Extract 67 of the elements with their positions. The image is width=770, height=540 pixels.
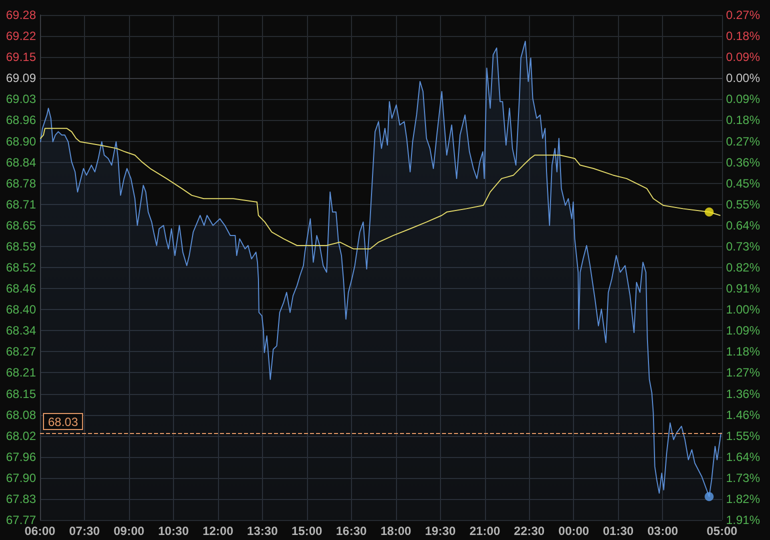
x-tick-label: 13:30 bbox=[247, 524, 278, 538]
y2-tick-label: 1.73% bbox=[726, 470, 760, 485]
y-tick-label: 68.90 bbox=[6, 134, 36, 148]
y2-tick-label: 1.82% bbox=[726, 492, 760, 506]
y-tick-label: 67.77 bbox=[6, 513, 36, 527]
y2-tick-label: 0.27% bbox=[726, 134, 760, 148]
y2-tick-label: 0.27% bbox=[726, 8, 760, 22]
y2-tick-label: 0.45% bbox=[726, 176, 760, 190]
y-tick-label: 67.90 bbox=[6, 470, 36, 485]
y-tick-label: 68.46 bbox=[6, 282, 36, 296]
y-tick-label: 68.02 bbox=[6, 428, 36, 443]
y2-tick-label: 0.64% bbox=[726, 218, 760, 232]
ref-line-label: 68.03 bbox=[48, 414, 78, 429]
y2-tick-label: 1.00% bbox=[726, 302, 760, 317]
y2-tick-label: 1.46% bbox=[726, 408, 760, 422]
x-tick-label: 16:30 bbox=[336, 524, 368, 538]
y-tick-label: 69.03 bbox=[6, 92, 36, 106]
y-tick-label: 68.52 bbox=[6, 260, 36, 274]
y-tick-label: 68.34 bbox=[6, 324, 36, 338]
x-tick-label: 15:00 bbox=[292, 524, 323, 538]
y2-tick-label: 1.36% bbox=[726, 386, 760, 401]
x-tick-label: 07:30 bbox=[69, 524, 100, 538]
y-tick-label: 68.96 bbox=[6, 113, 36, 128]
y-tick-label: 67.83 bbox=[6, 492, 36, 506]
y-tick-label: 68.15 bbox=[6, 386, 36, 401]
x-tick-label: 01:30 bbox=[602, 524, 634, 538]
y2-tick-label: 1.27% bbox=[726, 366, 760, 380]
x-tick-label: 12:00 bbox=[202, 524, 234, 538]
x-tick-label: 19:30 bbox=[424, 524, 456, 538]
y2-tick-label: 1.64% bbox=[726, 450, 760, 464]
y2-tick-label: 0.36% bbox=[726, 155, 760, 170]
y-tick-label: 67.96 bbox=[6, 450, 36, 464]
y2-tick-label: 1.09% bbox=[726, 324, 760, 338]
y2-tick-label: 0.00% bbox=[726, 71, 760, 86]
y-tick-label: 68.59 bbox=[6, 239, 36, 254]
y-tick-label: 68.65 bbox=[6, 218, 36, 232]
y-tick-label: 69.28 bbox=[6, 8, 36, 22]
x-tick-label: 18:00 bbox=[380, 524, 412, 538]
y2-tick-label: 0.82% bbox=[726, 260, 760, 275]
y2-tick-label: 0.73% bbox=[726, 239, 760, 254]
y-tick-label: 68.71 bbox=[6, 197, 36, 212]
x-tick-label: 22:30 bbox=[514, 524, 545, 538]
y2-tick-label: 1.91% bbox=[726, 513, 760, 527]
y-tick-label: 68.27 bbox=[6, 344, 36, 359]
y2-tick-label: 0.18% bbox=[726, 29, 760, 44]
y-tick-label: 68.21 bbox=[6, 366, 36, 380]
y-tick-label: 69.15 bbox=[6, 50, 36, 64]
y2-tick-label: 0.91% bbox=[726, 282, 760, 296]
y2-tick-label: 1.55% bbox=[726, 428, 760, 443]
y2-tick-label: 0.55% bbox=[726, 197, 760, 212]
x-tick-label: 06:00 bbox=[24, 524, 56, 538]
y-tick-label: 69.22 bbox=[6, 29, 36, 44]
y-tick-label: 69.09 bbox=[6, 71, 36, 86]
x-tick-label: 03:00 bbox=[647, 524, 678, 538]
y2-tick-label: 0.09% bbox=[726, 92, 760, 106]
y-tick-label: 68.40 bbox=[6, 302, 36, 317]
y-tick-label: 68.78 bbox=[6, 176, 36, 190]
x-tick-label: 00:00 bbox=[558, 524, 590, 538]
y2-tick-label: 0.09% bbox=[726, 50, 760, 64]
y-tick-label: 68.84 bbox=[6, 155, 36, 170]
y2-tick-label: 0.18% bbox=[726, 113, 760, 128]
x-tick-label: 10:30 bbox=[158, 524, 190, 538]
x-tick-label: 09:00 bbox=[114, 524, 145, 538]
x-tick-label: 21:00 bbox=[469, 524, 500, 538]
y2-tick-label: 1.18% bbox=[726, 344, 760, 359]
x-tick-label: 05:00 bbox=[706, 524, 738, 538]
y-tick-label: 68.08 bbox=[6, 408, 36, 422]
